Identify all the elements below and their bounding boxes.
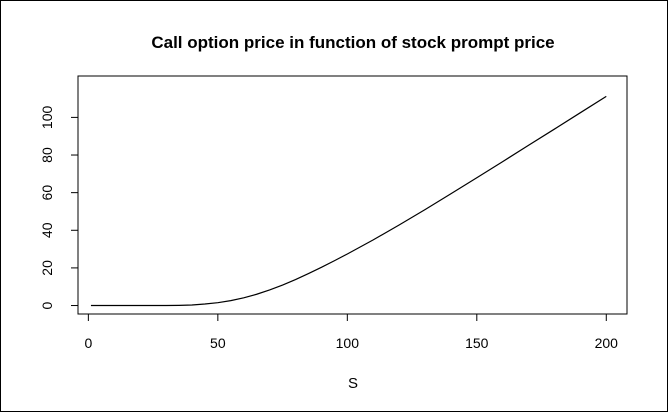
x-tick-label: 100	[336, 335, 360, 351]
y-tick-label: 100	[39, 105, 55, 129]
x-axis-label: S	[348, 375, 358, 392]
series-line	[90, 95, 607, 307]
x-tick-label: 200	[595, 335, 619, 351]
y-tick-label: 60	[39, 185, 55, 201]
x-axis: 0 50 100 150 200	[84, 313, 619, 351]
x-tick-label: 50	[210, 335, 226, 351]
plot-area	[77, 75, 628, 315]
x-tick-label: 0	[84, 335, 92, 351]
y-axis: 0 20 40 60 80 100	[39, 105, 79, 309]
chart-title: Call option price in function of stock p…	[151, 33, 554, 52]
y-tick-label: 20	[39, 260, 55, 276]
y-tick-label: 80	[39, 147, 55, 163]
x-tick-label: 150	[465, 335, 489, 351]
y-tick-label: 0	[39, 301, 55, 309]
y-tick-label: 40	[39, 222, 55, 238]
